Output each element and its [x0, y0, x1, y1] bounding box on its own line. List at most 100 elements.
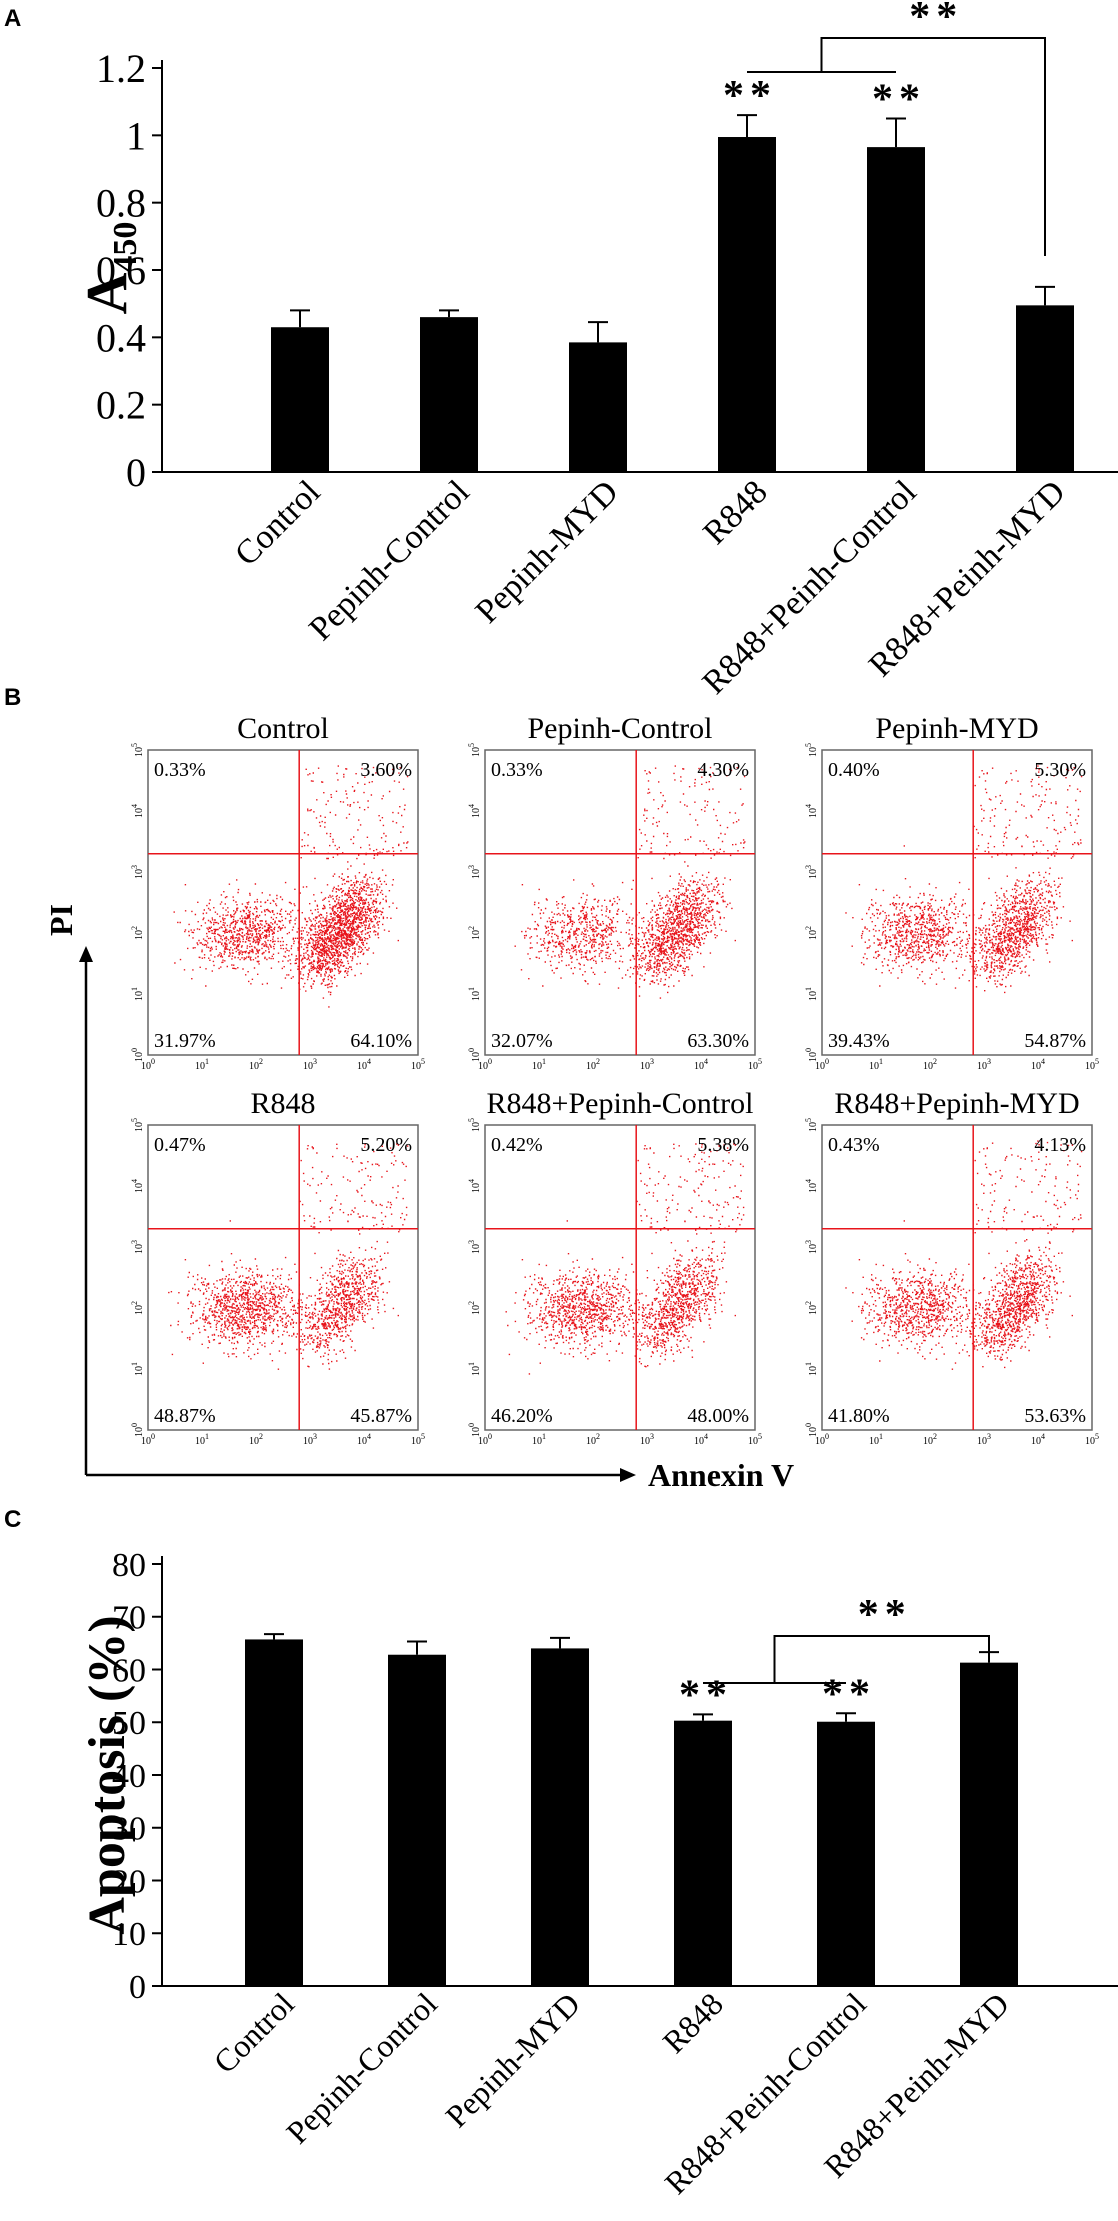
y-tick-label-4: 0.8	[96, 181, 146, 226]
quadrant-lr: 64.10%	[350, 1030, 412, 1052]
annexin-axis-arrowhead	[620, 1468, 636, 1482]
x-decade-label: 105	[748, 1432, 762, 1447]
y-tick-label-6: 1.2	[96, 46, 146, 91]
x-decade-label: 104	[357, 1057, 371, 1072]
x-decade-label: 101	[532, 1057, 546, 1072]
flow-plot-title: Pepinh-MYD	[875, 712, 1038, 745]
x-decade-label: 100	[478, 1432, 492, 1447]
y-decade-label: 100	[467, 1048, 482, 1062]
quadrant-ur: 4.13%	[1034, 1134, 1086, 1156]
bar-5	[1016, 305, 1074, 472]
flow-cytometry-grid: Control100100101101102102103103104104105…	[43, 712, 1099, 1493]
bar-3	[718, 137, 776, 472]
quadrant-ur: 5.30%	[1034, 759, 1086, 781]
flow-plot-title: Pepinh-Control	[528, 712, 713, 745]
y-decade-label: 100	[467, 1423, 482, 1437]
quadrant-ul: 0.33%	[154, 759, 206, 781]
x-decade-label: 100	[815, 1057, 829, 1072]
y-decade-label: 105	[130, 743, 145, 757]
y-decade-label: 105	[804, 743, 819, 757]
y-decade-label: 102	[130, 1301, 145, 1315]
bracket-stars: **	[858, 1592, 912, 1638]
x-decade-label: 104	[1031, 1057, 1045, 1072]
category-label-3: R848	[655, 1985, 729, 2059]
quadrant-ur: 5.20%	[360, 1134, 412, 1156]
x-decade-label: 101	[195, 1057, 209, 1072]
panel-b-letter: B	[4, 684, 21, 711]
quadrant-ul: 0.33%	[491, 759, 543, 781]
flow-plot-frame	[147, 1124, 419, 1431]
bar-2	[531, 1648, 589, 1986]
y-decade-label: 103	[467, 1240, 482, 1254]
flow-plot-frame	[484, 1124, 756, 1431]
y-decade-label: 102	[130, 926, 145, 940]
y-decade-label: 105	[467, 1118, 482, 1132]
quadrant-lr: 53.63%	[1024, 1405, 1086, 1427]
flow-events-dots	[173, 765, 409, 1008]
y-decade-label: 102	[804, 926, 819, 940]
x-decade-label: 102	[249, 1432, 263, 1447]
bar-chart-a: 0 0.2 0.4 0.6 0.8 1 1.2 A450 ControlPepinh-Contr…	[74, 0, 1118, 702]
x-decade-label: 100	[815, 1432, 829, 1447]
quadrant-ul: 0.40%	[828, 759, 880, 781]
x-decade-label: 102	[586, 1057, 600, 1072]
flow-plot-title: R848+Pepinh-Control	[487, 1087, 754, 1120]
bar-1	[388, 1654, 446, 1986]
bar-5	[960, 1662, 1018, 1986]
y-decade-label: 101	[130, 1362, 145, 1376]
y-decade-label: 101	[804, 1362, 819, 1376]
bracket-compare-line	[820, 37, 1046, 256]
x-decade-label: 103	[977, 1432, 991, 1447]
y-decade-label: 101	[467, 1362, 482, 1376]
y-tick-label-3: 0.6	[96, 248, 146, 293]
y-tick-label-6: 60	[112, 1652, 146, 1689]
flow-events-dots	[168, 1143, 409, 1370]
y-tick-label-4: 40	[112, 1758, 146, 1795]
bracket-stars: **	[909, 0, 963, 40]
y-tick-label-1: 0.2	[96, 383, 146, 428]
x-decade-label: 105	[411, 1432, 425, 1447]
flow-events-dots	[514, 765, 746, 999]
quadrant-ll: 39.43%	[828, 1030, 890, 1052]
y-decade-label: 100	[804, 1423, 819, 1437]
category-label-1: Pepinh-Control	[302, 473, 476, 647]
flow-plot-title: R848+Pepinh-MYD	[834, 1087, 1079, 1120]
x-decade-label: 102	[923, 1432, 937, 1447]
x-decade-label: 103	[640, 1432, 654, 1447]
y-decade-label: 104	[804, 804, 819, 818]
y-decade-label: 102	[804, 1301, 819, 1315]
y-decade-label: 104	[130, 1179, 145, 1193]
flow-plot-frame	[484, 749, 756, 1056]
y-tick-label-0: 0	[126, 450, 146, 495]
y-decade-label: 105	[130, 1118, 145, 1132]
y-tick-label-2: 20	[112, 1863, 146, 1900]
y-axis-label: Apoptosis (%)	[79, 1615, 136, 1934]
significance-stars-3: **	[723, 73, 777, 119]
x-decade-label: 104	[694, 1057, 708, 1072]
flow-events-dots	[505, 1143, 745, 1375]
flow-plot-frame	[147, 749, 419, 1056]
quadrant-ur: 4.30%	[697, 759, 749, 781]
x-decade-label: 100	[478, 1057, 492, 1072]
x-decade-label: 105	[1085, 1057, 1099, 1072]
x-decade-label: 105	[748, 1057, 762, 1072]
y-decade-label: 104	[467, 804, 482, 818]
x-decade-label: 101	[869, 1057, 883, 1072]
x-decade-label: 105	[411, 1057, 425, 1072]
pi-axis-arrowhead	[79, 946, 93, 962]
x-decade-label: 101	[532, 1432, 546, 1447]
y-decade-label: 105	[804, 1118, 819, 1132]
bar-3	[674, 1720, 732, 1986]
y-decade-label: 103	[467, 865, 482, 879]
y-tick-label-5: 1	[126, 113, 146, 158]
y-decade-label: 103	[804, 1240, 819, 1254]
y-tick-label-5: 50	[112, 1705, 146, 1742]
y-tick-label-3: 30	[112, 1811, 146, 1848]
y-decade-label: 101	[804, 987, 819, 1001]
